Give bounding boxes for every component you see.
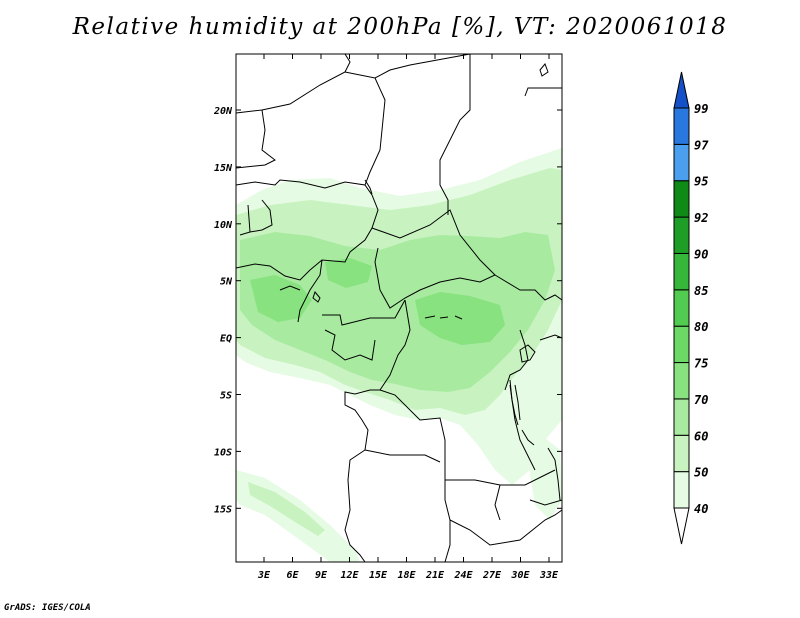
colorbar-cell <box>673 143 690 182</box>
lon-label: 12E <box>340 570 359 581</box>
colorbar-cell <box>673 471 690 509</box>
colorbar: 40 50 60 70 75 80 85 90 92 95 97 99 <box>673 71 709 545</box>
colorbar-label: 95 <box>694 175 708 189</box>
colorbar-label: 40 <box>694 502 708 516</box>
lon-label: 3E <box>257 570 271 581</box>
colorbar-label: 75 <box>694 357 708 371</box>
chart-title: Relative humidity at 200hPa [%], VT: 202… <box>72 14 728 40</box>
grads-credit: GrADS: IGES/COLA <box>4 603 91 613</box>
colorbar-cell <box>673 289 690 327</box>
colorbar-cell <box>673 252 690 291</box>
colorbar-cell <box>673 434 690 473</box>
lon-label: 9E <box>315 570 328 581</box>
lon-label: 21E <box>425 570 445 581</box>
country-borders <box>235 53 563 563</box>
lat-label: 15N <box>214 163 233 174</box>
colorbar-cell <box>673 107 690 145</box>
lon-label: 18E <box>397 570 416 581</box>
lat-label: 15S <box>214 504 232 515</box>
humidity-shading <box>236 148 562 562</box>
colorbar-cell <box>673 216 690 254</box>
lon-label: 15E <box>369 570 388 581</box>
lon-label: 6E <box>286 570 299 581</box>
colorbar-cell <box>673 325 690 364</box>
colorbar-label: 60 <box>694 429 708 443</box>
lakes-and-coast <box>279 63 561 501</box>
lon-label: 27E <box>482 570 502 581</box>
colorbar-cell <box>673 507 690 545</box>
lat-label: 5N <box>220 277 233 288</box>
lat-label: EQ <box>220 334 232 345</box>
colorbar-label: 80 <box>694 320 708 334</box>
lon-labels: 3E 6E 9E 12E 15E 18E 21E 24E 27E 30E 33E <box>257 570 559 581</box>
humidity-patch-70 <box>250 275 312 322</box>
lon-label: 24E <box>453 570 473 581</box>
humidity-band-60 <box>240 232 555 392</box>
humidity-streak-sw2 <box>248 482 325 536</box>
colorbar-cell <box>673 71 690 109</box>
colorbar-label: 90 <box>694 247 708 261</box>
lon-label: 30E <box>510 570 530 581</box>
lat-label: 10S <box>214 447 232 458</box>
colorbar-label: 99 <box>694 102 708 116</box>
colorbar-cell <box>673 362 690 400</box>
colorbar-label: 97 <box>694 138 709 152</box>
lat-label: 20N <box>213 106 233 117</box>
lat-labels: 20N 15N 10N 5N EQ 5S 10S 15S <box>213 106 233 515</box>
lat-label: 5S <box>220 391 232 402</box>
map-frame <box>235 53 563 563</box>
colorbar-label: 70 <box>694 393 708 407</box>
colorbar-label: 92 <box>694 211 708 225</box>
lat-label: 10N <box>214 220 233 231</box>
humidity-patch-70c <box>325 258 372 288</box>
colorbar-label: 85 <box>694 284 708 298</box>
lon-label: 33E <box>539 570 559 581</box>
humidity-streak-se <box>528 438 562 520</box>
colorbar-cell <box>673 180 690 218</box>
colorbar-cell <box>673 398 690 436</box>
colorbar-label: 50 <box>694 466 708 480</box>
axis-ticks <box>236 54 562 562</box>
